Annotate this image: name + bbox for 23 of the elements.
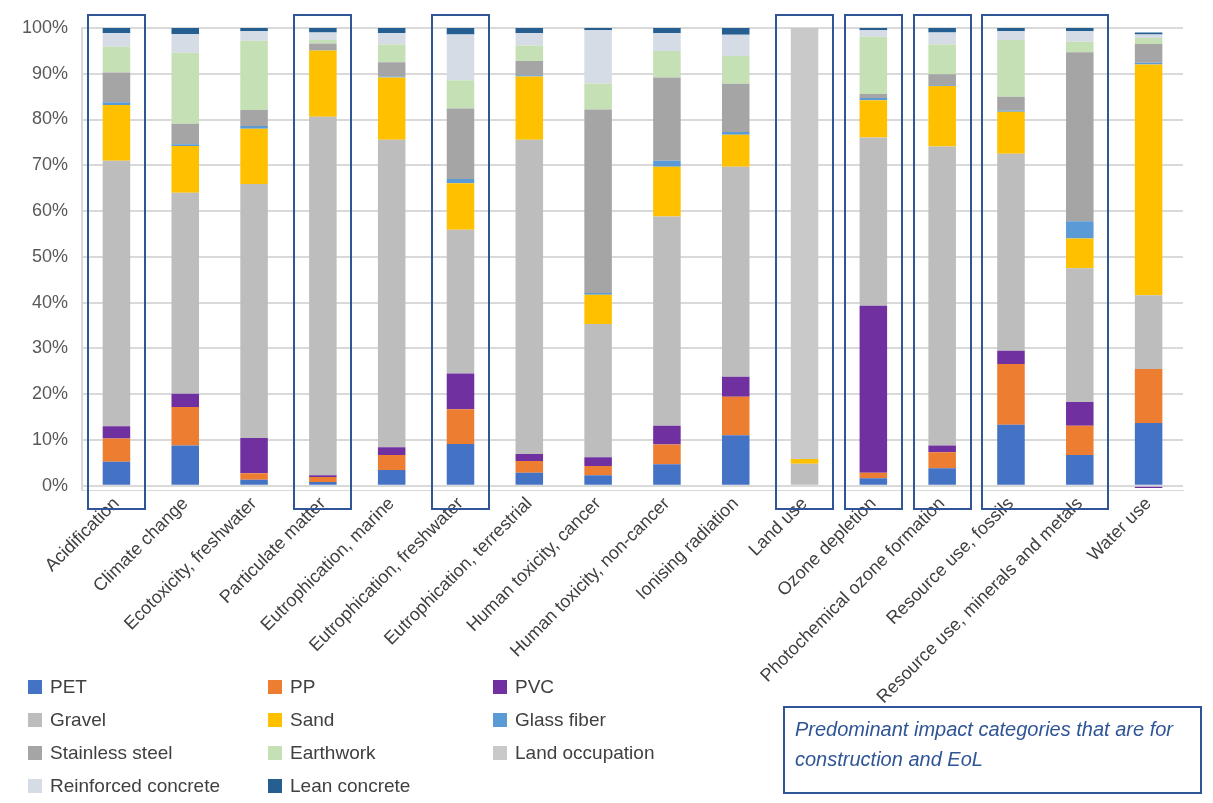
y-tick-label: 20% <box>32 383 69 404</box>
legend-label: PP <box>290 676 316 698</box>
legend-label: Reinforced concrete <box>50 775 221 797</box>
y-tick-label: 30% <box>32 337 69 358</box>
y-tick-label: 60% <box>32 200 69 221</box>
legend-label: Land occupation <box>515 742 655 764</box>
legend-label: PET <box>50 676 87 698</box>
y-tick-label: 0% <box>42 474 69 495</box>
legend-label: Earthwork <box>290 742 376 764</box>
legend-label: PVC <box>515 676 555 698</box>
y-tick-label: 10% <box>32 428 69 449</box>
legend-label: Glass fiber <box>515 709 606 731</box>
y-tick-label: 100% <box>21 16 69 37</box>
y-tick-label: 90% <box>32 62 69 83</box>
y-tick-label: 70% <box>32 154 69 175</box>
text: Predominant impact categories that are for construction and EoL <box>783 706 1202 794</box>
y-tick-label: 50% <box>32 245 69 266</box>
legend-label: Lean concrete <box>290 775 411 797</box>
legend-label: Gravel <box>50 709 106 731</box>
legend-label: Sand <box>290 709 335 731</box>
y-tick-label: 40% <box>32 291 69 312</box>
legend-label: Stainless steel <box>50 742 173 764</box>
y-tick-label: 80% <box>32 108 69 129</box>
